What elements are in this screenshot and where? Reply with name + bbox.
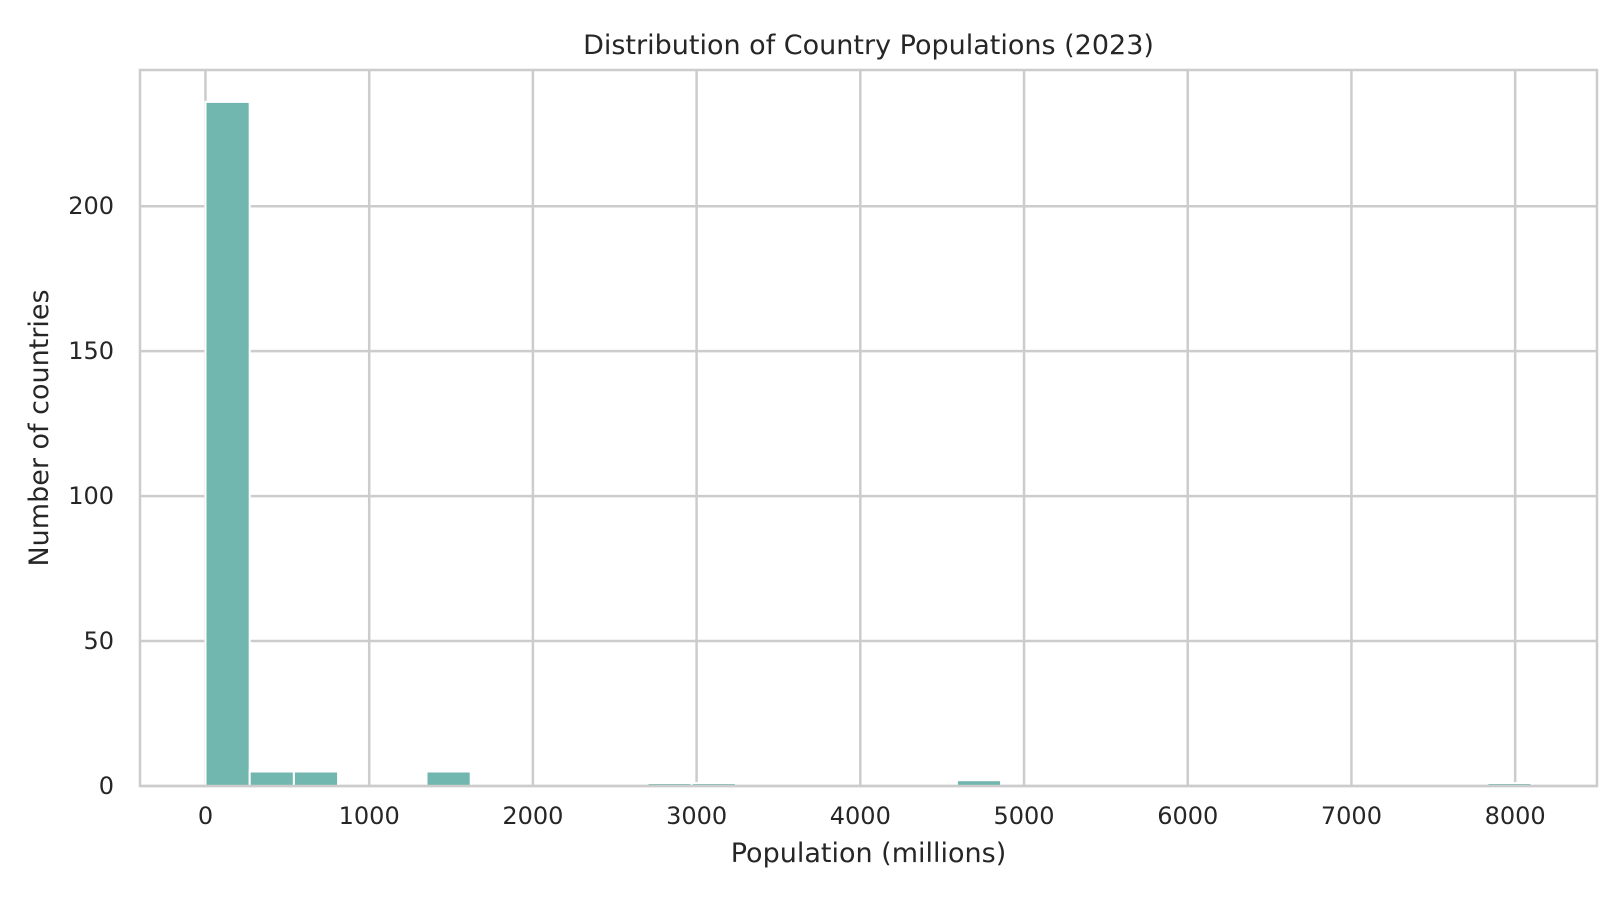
x-axis-title: Population (millions) <box>731 838 1007 869</box>
grid-layer <box>140 70 1597 788</box>
histogram-bar <box>292 770 340 787</box>
y-tick-label: 0 <box>99 772 114 800</box>
y-tick-label: 50 <box>83 627 114 655</box>
plot-frame <box>138 68 1599 788</box>
histogram-bar <box>248 770 295 787</box>
x-tick-label: 4000 <box>830 802 891 830</box>
x-tick-label: 1000 <box>339 802 400 830</box>
x-tick-label: 0 <box>198 802 213 830</box>
ticks-layer: 0 1000 2000 3000 4000 5000 6000 7000 8000 0 50 100 1… <box>68 192 1545 830</box>
x-tick-label: 7000 <box>1321 802 1382 830</box>
x-tick-label: 8000 <box>1485 802 1546 830</box>
x-tick-label: 6000 <box>1157 802 1218 830</box>
histogram-bar <box>425 770 472 787</box>
x-tick-label: 2000 <box>502 802 563 830</box>
y-axis-title: Number of countries <box>24 289 55 566</box>
x-tick-label: 3000 <box>666 802 727 830</box>
x-tick-label: 5000 <box>993 802 1054 830</box>
y-tick-label: 200 <box>68 192 114 220</box>
chart-title: Distribution of Country Populations (202… <box>583 30 1154 61</box>
bars-layer <box>204 100 1533 788</box>
y-tick-label: 100 <box>68 482 114 510</box>
y-tick-label: 150 <box>68 337 114 365</box>
histogram-bar <box>204 100 251 787</box>
